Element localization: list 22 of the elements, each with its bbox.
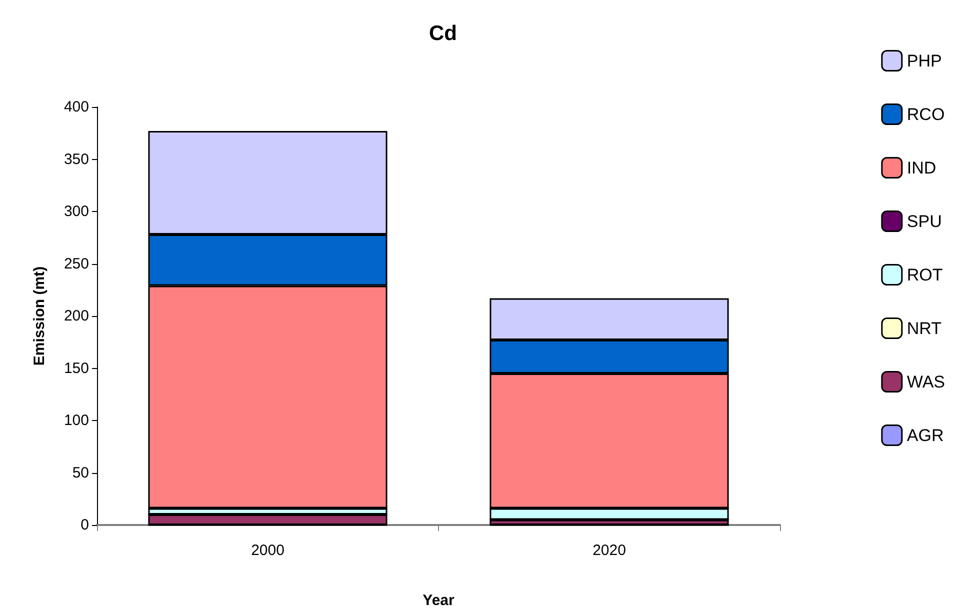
y-tick-label: 100 bbox=[64, 412, 89, 429]
legend-label: WAS bbox=[906, 372, 945, 392]
legend-label: NRT bbox=[906, 318, 942, 338]
legend-label: IND bbox=[906, 158, 936, 178]
y-tick-label: 50 bbox=[72, 464, 89, 482]
y-axis-title: Emission (mt) bbox=[31, 266, 48, 366]
y-tick-label: 250 bbox=[64, 255, 89, 272]
legend-label: ROT bbox=[906, 265, 943, 284]
y-tick-label: 350 bbox=[64, 150, 89, 168]
y-tick-label: 300 bbox=[64, 203, 89, 220]
y-tick-label: 200 bbox=[64, 308, 89, 324]
legend-label: AGR bbox=[906, 426, 944, 445]
legend-label: RCO bbox=[906, 104, 945, 124]
y-tick-label: 0 bbox=[80, 516, 89, 534]
legend-label: PHP bbox=[906, 51, 942, 70]
x-tick-label: 2000 bbox=[251, 542, 284, 559]
y-tick-label: 400 bbox=[64, 98, 89, 116]
legend-label: SPU bbox=[906, 212, 942, 231]
x-axis-title: Year bbox=[422, 592, 455, 609]
x-tick-label: 2020 bbox=[592, 542, 626, 559]
y-tick-label: 150 bbox=[64, 360, 89, 377]
chart-title: Cd bbox=[429, 22, 457, 45]
